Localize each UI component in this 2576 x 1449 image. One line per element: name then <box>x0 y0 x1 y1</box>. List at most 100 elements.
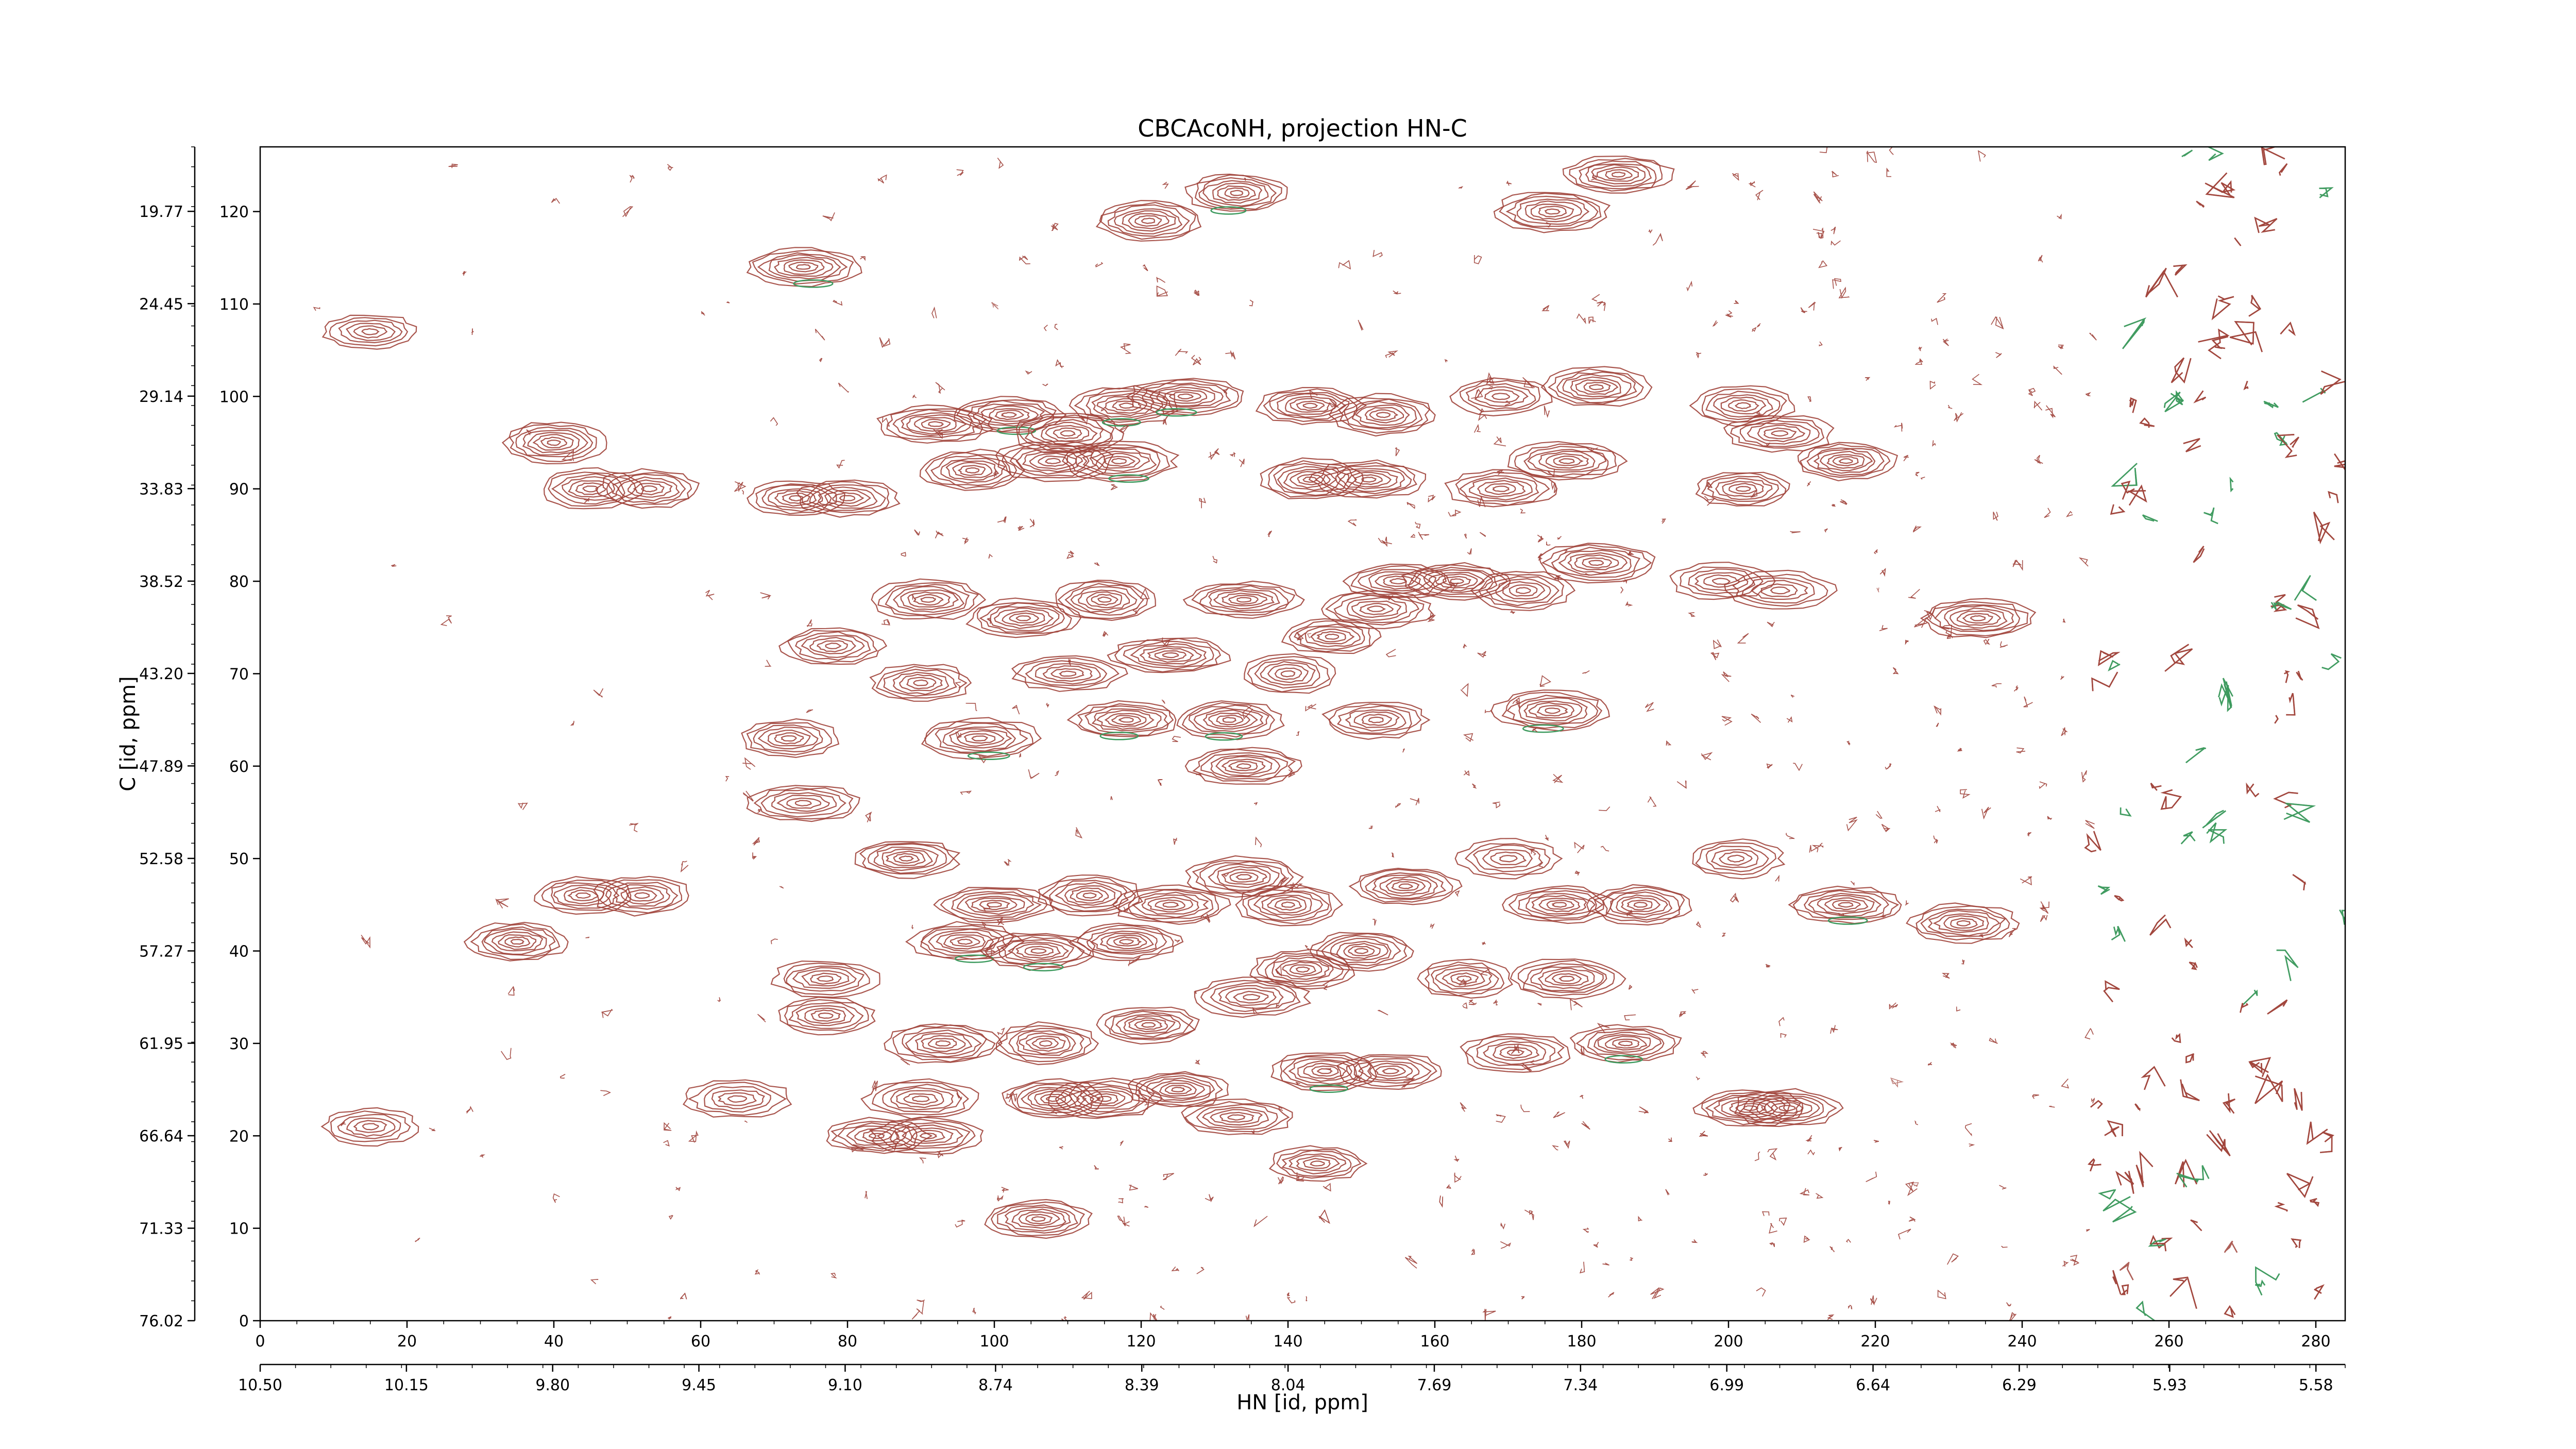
noise-contour <box>1484 710 1493 714</box>
peak-contour <box>1486 576 1560 606</box>
peak-contour <box>1711 578 1731 585</box>
peak-contour <box>1164 1085 1192 1094</box>
noise-contour <box>2110 504 2126 515</box>
noise-contour <box>1539 675 1551 687</box>
peak-contour <box>862 1130 892 1142</box>
peak-contour <box>859 842 955 875</box>
peak-contour <box>1417 958 1513 999</box>
noise-contour <box>1305 703 1316 712</box>
peak-contour <box>1082 1091 1126 1107</box>
noise-contour <box>1950 1042 1957 1049</box>
noise-contour <box>744 1120 748 1123</box>
negative-contour <box>1522 724 1564 733</box>
peak-contour <box>967 400 1054 430</box>
noise-contour <box>501 1048 512 1060</box>
peak-contour <box>1429 571 1485 592</box>
peak-contour <box>906 414 967 435</box>
peak-contour <box>1524 200 1583 223</box>
peak-contour <box>1194 976 1312 1018</box>
noise-contour <box>1554 575 1561 581</box>
noise-contour <box>1050 1109 1057 1115</box>
noise-contour <box>2129 397 2137 413</box>
peak-contour <box>1222 717 1236 723</box>
peak-contour <box>1943 915 1985 931</box>
y-index-tick-label: 40 <box>229 943 249 961</box>
peak-contour <box>1348 946 1375 956</box>
peak-contour <box>786 797 822 809</box>
noise-contour <box>760 592 772 600</box>
peak-contour <box>1365 872 1447 900</box>
noise-contour <box>1528 848 1536 856</box>
noise-contour <box>1865 377 1871 381</box>
peak-contour <box>1104 713 1147 728</box>
peak-contour <box>1713 1096 1788 1121</box>
peak-contour <box>1741 577 1815 604</box>
peak-3 <box>1493 192 1611 233</box>
noise-contour <box>2211 336 2229 349</box>
peak-contour <box>952 462 993 478</box>
noise-contour <box>983 904 991 912</box>
noise-contour <box>734 481 747 492</box>
peak-78 <box>1510 958 1626 1000</box>
noise-contour <box>1385 350 1398 358</box>
noise-contour <box>1914 617 1927 628</box>
noise-contour <box>1488 384 1493 390</box>
noise-contour <box>1444 359 1448 363</box>
noise-contour <box>1846 817 1858 832</box>
noise-contour <box>901 552 906 557</box>
peak-contour <box>1694 572 1749 591</box>
peak-contour <box>1707 476 1780 502</box>
noise-contour <box>819 358 823 363</box>
peak-contour <box>1950 917 1978 929</box>
peak-contour <box>1459 380 1541 412</box>
noise-contour <box>1546 542 1551 546</box>
peak-contour <box>1920 598 2037 638</box>
noise-contour <box>1472 783 1477 789</box>
noise-contour <box>1903 454 1909 462</box>
noise-contour <box>911 924 914 930</box>
peak-contour <box>1430 964 1499 994</box>
peak-contour <box>1076 890 1103 901</box>
x-ppm-tick-label: 9.10 <box>828 1376 862 1394</box>
peak-contour <box>1609 891 1673 918</box>
noise-contour <box>1931 317 1938 325</box>
noise-contour <box>1574 870 1580 876</box>
noise-contour <box>1591 175 1598 181</box>
noise-contour <box>1964 1123 1972 1137</box>
peak-contour <box>1594 1032 1662 1055</box>
noise-contour <box>1239 459 1245 467</box>
noise-contour <box>1725 310 1733 318</box>
noise-contour <box>1918 346 1923 351</box>
peak-contour <box>1210 982 1296 1013</box>
peak-24 <box>1507 441 1628 481</box>
peak-contour <box>1788 885 1902 924</box>
peak-contour <box>920 597 937 603</box>
peak-contour <box>1548 368 1644 405</box>
noise-contour <box>1110 484 1118 491</box>
noise-contour <box>879 337 891 348</box>
noise-contour <box>1329 398 1340 408</box>
peak-contour <box>1041 877 1136 913</box>
peak-contour <box>792 967 857 989</box>
noise-contour <box>2248 295 2261 317</box>
peak-contour <box>809 484 886 512</box>
peak-contour <box>1359 602 1394 615</box>
peak-contour <box>1050 668 1084 679</box>
noise-contour <box>1885 763 1892 770</box>
peak-contour <box>1747 423 1811 445</box>
noise-contour <box>1449 582 1459 592</box>
noise-contour <box>1580 1046 1585 1056</box>
peak-contour <box>1059 1083 1148 1115</box>
peak-contour <box>1177 393 1194 400</box>
peak-contour <box>1336 940 1389 961</box>
peak-contour <box>771 792 837 814</box>
peak-contour <box>1035 663 1101 685</box>
peak-contour <box>948 728 1012 749</box>
peak-contour <box>1031 1038 1059 1049</box>
peak-contour <box>1770 1102 1804 1114</box>
noise-contour <box>2112 1270 2122 1295</box>
noise-contour <box>1957 748 1962 752</box>
noise-contour <box>2145 267 2178 298</box>
noise-contour <box>1812 227 1825 239</box>
noise-contour <box>1358 319 1364 331</box>
